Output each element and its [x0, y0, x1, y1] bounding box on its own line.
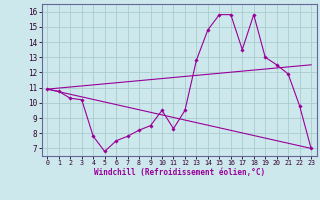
X-axis label: Windchill (Refroidissement éolien,°C): Windchill (Refroidissement éolien,°C) [94, 168, 265, 177]
